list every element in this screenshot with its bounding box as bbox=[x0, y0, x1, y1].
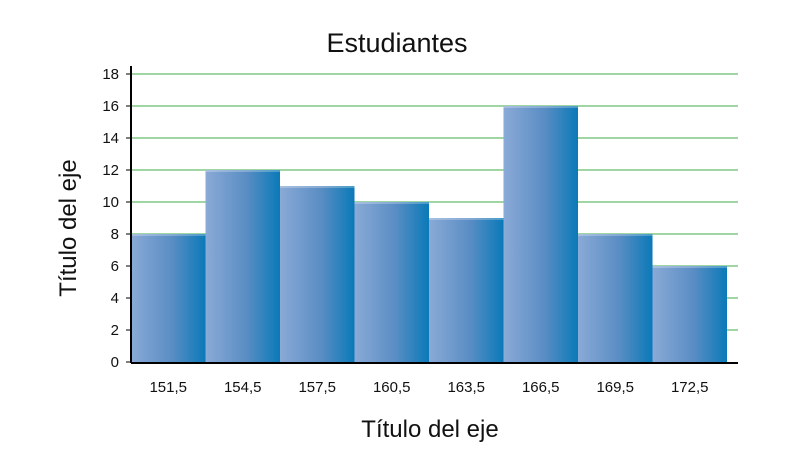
x-tick-label: 157,5 bbox=[298, 379, 336, 396]
bar bbox=[354, 202, 429, 362]
bar-highlight bbox=[652, 266, 727, 268]
bar-highlight bbox=[429, 218, 504, 220]
y-tick-label: 8 bbox=[111, 226, 119, 243]
x-tick-label: 160,5 bbox=[373, 379, 411, 396]
axes bbox=[126, 66, 738, 364]
bar-highlight bbox=[205, 170, 280, 172]
bar bbox=[503, 106, 578, 362]
bar bbox=[205, 170, 280, 362]
y-tick-label: 6 bbox=[111, 258, 119, 275]
y-tick-label: 16 bbox=[102, 98, 119, 115]
y-tick-label: 18 bbox=[102, 66, 119, 83]
y-tick-label: 0 bbox=[111, 354, 119, 371]
x-tick-label: 169,5 bbox=[596, 379, 634, 396]
x-tick-label: 151,5 bbox=[149, 379, 187, 396]
y-tick-label: 12 bbox=[102, 162, 119, 179]
x-axis-title: Título del eje bbox=[361, 416, 498, 443]
bars bbox=[131, 106, 727, 362]
x-tick-label: 154,5 bbox=[224, 379, 262, 396]
x-tick-label: 166,5 bbox=[522, 379, 560, 396]
x-tick-label: 172,5 bbox=[671, 379, 709, 396]
bar bbox=[429, 218, 504, 362]
bar bbox=[280, 186, 355, 362]
bar-highlight bbox=[503, 106, 578, 108]
bar-highlight bbox=[578, 234, 653, 236]
bar-highlight bbox=[131, 234, 206, 236]
y-tick-label: 2 bbox=[111, 322, 119, 339]
bar bbox=[578, 234, 653, 362]
y-tick-label: 4 bbox=[111, 290, 119, 307]
x-tick-labels: 151,5 154,5 157,5 160,5 163,5 166,5 169,5 172,5 bbox=[149, 379, 708, 396]
y-axis-title: Título del eje bbox=[55, 159, 82, 296]
bar bbox=[652, 266, 727, 362]
bar-highlight bbox=[354, 202, 429, 204]
y-tick-labels: 0 2 4 6 8 10 12 14 16 18 bbox=[102, 66, 119, 371]
bar-highlight bbox=[280, 186, 355, 188]
chart-title: Estudiantes bbox=[326, 28, 467, 58]
y-tick-label: 10 bbox=[102, 194, 119, 211]
x-tick-label: 163,5 bbox=[447, 379, 485, 396]
y-tick-label: 14 bbox=[102, 130, 119, 147]
bar bbox=[131, 234, 206, 362]
